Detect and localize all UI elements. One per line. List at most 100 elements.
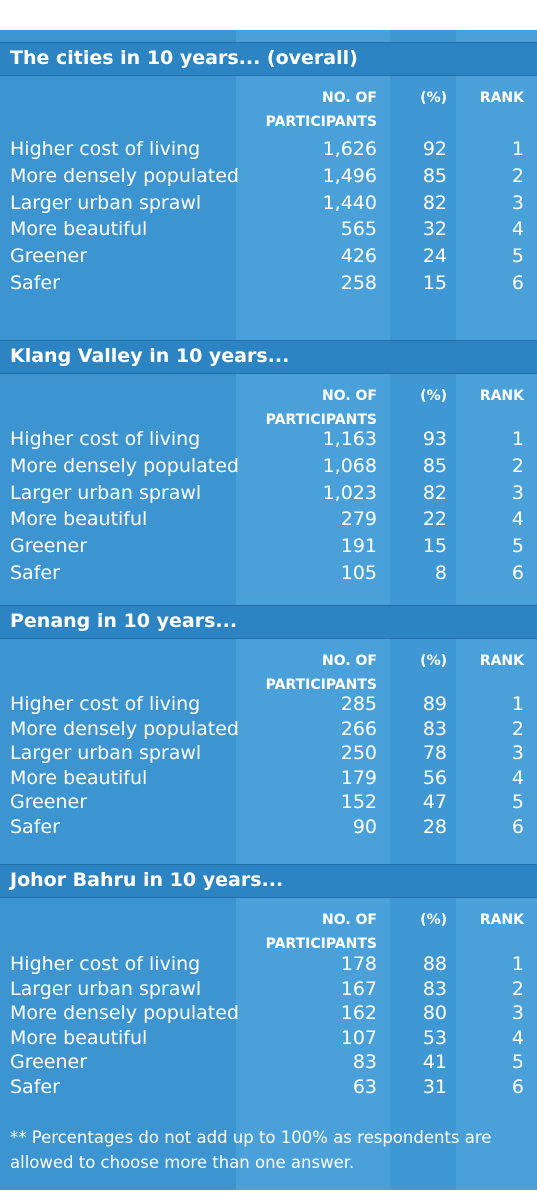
cell-participants: 1,023 bbox=[322, 481, 377, 504]
cell-percent: 82 bbox=[422, 481, 447, 504]
header-percent: (%) bbox=[420, 912, 447, 928]
table-row: Greener 191 15 5 bbox=[0, 533, 537, 560]
header-participants-line2: PARTICIPANTS bbox=[265, 936, 377, 952]
table-row: More densely populated 1,496 85 2 bbox=[0, 163, 537, 190]
cell-rank: 2 bbox=[511, 977, 524, 1000]
cell-percent: 89 bbox=[422, 693, 447, 715]
cell-label: More densely populated bbox=[10, 454, 239, 477]
table-row: More beautiful 565 32 4 bbox=[0, 216, 537, 243]
header-percent: (%) bbox=[420, 388, 447, 404]
cell-label: More densely populated bbox=[10, 717, 239, 740]
section-title: Penang in 10 years... bbox=[10, 610, 238, 632]
cell-participants: 565 bbox=[340, 218, 377, 241]
header-percent: (%) bbox=[420, 653, 447, 669]
cell-participants: 1,440 bbox=[322, 191, 377, 214]
cell-participants: 279 bbox=[340, 508, 377, 531]
table-row: More beautiful 107 53 4 bbox=[0, 1026, 537, 1051]
cell-participants: 105 bbox=[340, 562, 377, 584]
cell-percent: 83 bbox=[422, 717, 447, 740]
header-rank: RANK bbox=[479, 912, 524, 928]
cell-label: Larger urban sprawl bbox=[10, 977, 202, 1000]
section-title-bar: Penang in 10 years... bbox=[0, 605, 537, 639]
cell-participants: 63 bbox=[352, 1076, 377, 1098]
cell-label: Greener bbox=[10, 535, 88, 558]
cell-rank: 6 bbox=[511, 272, 524, 294]
cell-rank: 1 bbox=[511, 953, 524, 975]
cell-participants: 1,626 bbox=[322, 138, 377, 160]
table-row: Larger urban sprawl 1,440 82 3 bbox=[0, 190, 537, 217]
cell-rank: 1 bbox=[511, 693, 524, 715]
cell-rank: 3 bbox=[511, 191, 524, 214]
cell-label: More densely populated bbox=[10, 1002, 239, 1025]
cell-percent: 22 bbox=[422, 508, 447, 531]
cell-label: More beautiful bbox=[10, 218, 148, 241]
header-participants-line1: NO. OF bbox=[322, 388, 377, 404]
cell-rank: 3 bbox=[511, 1002, 524, 1025]
cell-rank: 6 bbox=[511, 1076, 524, 1098]
cell-rank: 6 bbox=[511, 562, 524, 584]
header-participants-line1: NO. OF bbox=[322, 912, 377, 928]
table-row: Larger urban sprawl 1,023 82 3 bbox=[0, 480, 537, 507]
cell-percent: 28 bbox=[422, 816, 447, 838]
cell-label: Safer bbox=[10, 272, 60, 294]
cell-percent: 56 bbox=[422, 766, 447, 789]
table-row: Greener 83 41 5 bbox=[0, 1050, 537, 1075]
cell-rank: 3 bbox=[511, 481, 524, 504]
cell-label: Greener bbox=[10, 1051, 88, 1074]
cell-label: More densely populated bbox=[10, 164, 239, 187]
section-title-bar: Klang Valley in 10 years... bbox=[0, 340, 537, 374]
cell-label: Greener bbox=[10, 791, 88, 814]
cell-rank: 3 bbox=[511, 742, 524, 765]
cell-rank: 5 bbox=[511, 535, 524, 558]
cell-percent: 85 bbox=[422, 454, 447, 477]
cell-rank: 5 bbox=[511, 1051, 524, 1074]
cell-percent: 80 bbox=[422, 1002, 447, 1025]
table-row: Larger urban sprawl 167 83 2 bbox=[0, 977, 537, 1002]
cell-participants: 1,068 bbox=[322, 454, 377, 477]
header-participants-line1: NO. OF bbox=[322, 90, 377, 106]
cell-label: Safer bbox=[10, 816, 60, 838]
cell-label: Safer bbox=[10, 562, 60, 584]
table-row: Higher cost of living 285 89 1 bbox=[0, 692, 537, 717]
cell-participants: 152 bbox=[340, 791, 377, 814]
cell-percent: 82 bbox=[422, 191, 447, 214]
cell-percent: 85 bbox=[422, 164, 447, 187]
table-row: Safer 90 28 6 bbox=[0, 815, 537, 840]
header-participants-line1: NO. OF bbox=[322, 653, 377, 669]
cell-percent: 78 bbox=[422, 742, 447, 765]
table-row: Higher cost of living 1,163 93 1 bbox=[0, 426, 537, 453]
section-title-bar: Johor Bahru in 10 years... bbox=[0, 864, 537, 898]
cell-percent: 32 bbox=[422, 218, 447, 241]
cell-rank: 2 bbox=[511, 454, 524, 477]
cell-participants: 250 bbox=[340, 742, 377, 765]
cell-label: Larger urban sprawl bbox=[10, 481, 202, 504]
cell-label: Higher cost of living bbox=[10, 138, 201, 160]
cell-participants: 167 bbox=[340, 977, 377, 1000]
cell-percent: 92 bbox=[422, 138, 447, 160]
table-row: Greener 152 47 5 bbox=[0, 790, 537, 815]
table-row: Larger urban sprawl 250 78 3 bbox=[0, 741, 537, 766]
cell-label: More beautiful bbox=[10, 766, 148, 789]
table-row: Higher cost of living 178 88 1 bbox=[0, 952, 537, 977]
header-participants-line2: PARTICIPANTS bbox=[265, 677, 377, 693]
cell-label: Larger urban sprawl bbox=[10, 191, 202, 214]
cell-percent: 8 bbox=[434, 562, 447, 584]
cell-label: Safer bbox=[10, 1076, 60, 1098]
section-title: The cities in 10 years... (overall) bbox=[10, 47, 358, 69]
cell-participants: 107 bbox=[340, 1026, 377, 1049]
cell-rank: 4 bbox=[511, 508, 524, 531]
cell-label: Higher cost of living bbox=[10, 428, 201, 450]
section-title: Klang Valley in 10 years... bbox=[10, 345, 290, 367]
table-row: More densely populated 266 83 2 bbox=[0, 717, 537, 742]
cell-rank: 2 bbox=[511, 717, 524, 740]
cell-label: More beautiful bbox=[10, 508, 148, 531]
footnote: ** Percentages do not add up to 100% as … bbox=[10, 1128, 492, 1172]
cell-percent: 24 bbox=[422, 245, 447, 268]
cell-participants: 426 bbox=[340, 245, 377, 268]
table-row: Safer 105 8 6 bbox=[0, 560, 537, 587]
cell-percent: 53 bbox=[422, 1026, 447, 1049]
cell-participants: 1,163 bbox=[322, 428, 377, 450]
cell-participants: 83 bbox=[352, 1051, 377, 1074]
cell-rank: 5 bbox=[511, 245, 524, 268]
survey-table-panel: The cities in 10 years... (overall) NO. O… bbox=[0, 30, 537, 1190]
